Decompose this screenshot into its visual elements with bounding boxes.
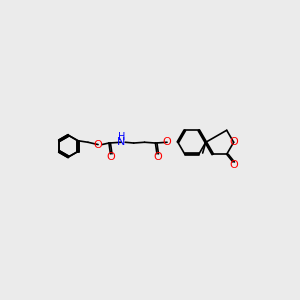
Text: O: O (94, 140, 102, 150)
Text: O: O (229, 137, 238, 147)
Text: N: N (117, 137, 125, 147)
Text: O: O (106, 152, 115, 162)
Text: O: O (163, 137, 171, 147)
Text: O: O (153, 152, 162, 162)
Text: O: O (229, 160, 238, 170)
Text: H: H (118, 132, 125, 142)
